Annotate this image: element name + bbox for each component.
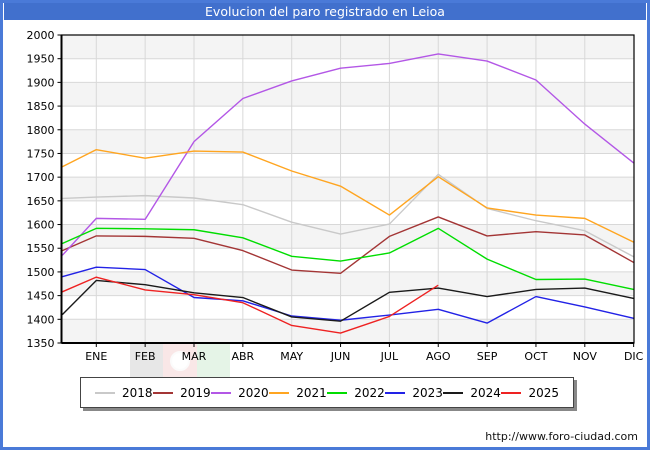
legend-dash-icon (95, 391, 115, 394)
legend-item-2018: 2018 (95, 386, 153, 400)
footer: http://www.foro-ciudad.com (485, 430, 638, 443)
x-tick-label: DIC (624, 350, 644, 363)
plot-band (61, 224, 634, 249)
flag-emblem-icon (170, 351, 190, 371)
x-tick-label: FEB (135, 350, 156, 363)
legend-label: 2019 (180, 385, 211, 400)
legend-item-2023: 2023 (385, 386, 443, 400)
x-tick-label: NOV (573, 350, 598, 363)
y-tick-label: 1800 (27, 124, 55, 137)
flag-stripe-left (130, 342, 164, 380)
legend-item-2019: 2019 (153, 386, 211, 400)
series-line-2020 (61, 53, 635, 256)
plot-band (61, 129, 634, 154)
y-tick-label: 1350 (27, 337, 55, 350)
legend-item-2025: 2025 (501, 386, 559, 400)
y-tick-label: 1400 (27, 313, 55, 326)
legend-dash-icon (501, 391, 522, 394)
flag-watermark (130, 342, 230, 380)
x-tick-label: JUL (380, 350, 399, 363)
y-tick-label: 2000 (27, 29, 55, 42)
series-line-2024 (61, 279, 634, 322)
y-tick-label: 1500 (27, 266, 55, 279)
legend-label: 2020 (238, 385, 269, 400)
y-tick-label: 1650 (27, 195, 55, 208)
legend-dash-icon (443, 391, 464, 394)
series-line-2019 (62, 216, 634, 275)
legend-item-2022: 2022 (327, 386, 385, 400)
y-tick-label: 1600 (27, 219, 55, 232)
x-tick-label: ENE (85, 350, 107, 363)
legend-label: 2023 (412, 385, 443, 400)
title-bar: Evolucion del paro registrado en Leioa (4, 3, 646, 20)
legend-dash-icon (211, 391, 232, 394)
y-tick-label: 1850 (27, 100, 55, 113)
series-line-2023 (62, 266, 634, 324)
x-tick-label: SEP (477, 350, 498, 363)
x-tick-label: MAY (280, 350, 303, 363)
x-tick-label: AGO (426, 350, 451, 363)
legend-dash-icon (153, 391, 174, 394)
line-chart: 2000 1950 1900 1850 1800 1750 1700 1650 1600 1550… (27, 29, 644, 363)
y-tick-label: 1750 (27, 147, 55, 160)
series-line-2018 (62, 173, 634, 258)
plot-band (61, 271, 634, 296)
x-tick-label: OCT (524, 350, 547, 363)
footer-url[interactable]: http://www.foro-ciudad.com (485, 430, 638, 443)
legend-label: 2018 (122, 385, 153, 400)
x-tick-label: MAR (182, 350, 207, 363)
legend-label: 2022 (354, 385, 385, 400)
legend-item-2020: 2020 (211, 386, 269, 400)
chart-title: Evolucion del paro registrado en Leioa (205, 4, 445, 19)
legend-dash-icon (269, 391, 290, 394)
legend-label: 2024 (470, 385, 501, 400)
y-tick-label: 1950 (27, 53, 55, 66)
legend-item-2021: 2021 (269, 386, 327, 400)
plot-band (61, 82, 634, 107)
legend-label: 2025 (528, 385, 559, 400)
y-tick-label: 1900 (27, 76, 55, 89)
x-tick-label: JUN (330, 350, 351, 363)
plot-band (61, 177, 634, 201)
x-tick-label: ABR (231, 350, 254, 363)
legend-dash-icon (385, 391, 406, 394)
plot-band (61, 35, 634, 59)
flag-stripe-right (196, 342, 230, 380)
legend-dash-icon (327, 391, 348, 394)
legend-item-2024: 2024 (443, 386, 501, 400)
legend: 2018 2019 2020 2021 2022 2023 2024 2025 (80, 377, 574, 408)
series-line-2022 (62, 227, 634, 291)
y-tick-label: 1550 (27, 242, 55, 255)
legend-label: 2021 (296, 385, 327, 400)
y-tick-label: 1700 (27, 171, 55, 184)
series-line-2025 (62, 276, 439, 334)
series-line-2021 (61, 148, 634, 243)
y-tick-label: 1450 (27, 290, 55, 303)
